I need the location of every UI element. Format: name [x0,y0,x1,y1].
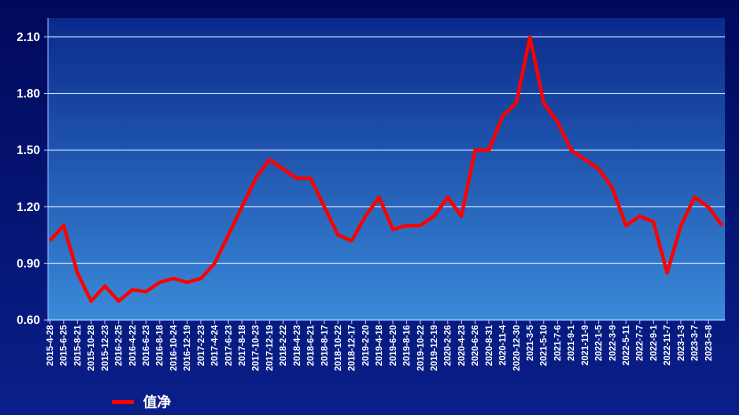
y-tick-label: 0.90 [17,256,41,270]
x-tick-label: 2015-12-23 [100,325,110,371]
y-tick-label: 1.50 [17,143,41,157]
x-tick-label: 2019-10-22 [415,325,425,371]
x-tick-label: 2021-7-6 [552,325,562,361]
x-tick-label: 2022-7-7 [635,325,645,361]
x-tick-label: 2015-8-21 [72,325,82,366]
x-tick-label: 2015-6-25 [59,325,69,366]
x-tick-label: 2016-8-18 [155,325,165,366]
x-tick-label: 2022-1-5 [594,325,604,361]
x-tick-label: 2015-10-28 [86,325,96,371]
x-tick-label: 2018-6-21 [306,325,316,366]
x-tick-label: 2020-8-31 [484,325,494,366]
x-tick-label: 2018-4-23 [292,325,302,366]
x-tick-label: 2017-12-19 [264,325,274,371]
x-tick-label: 2015-4-28 [45,325,55,366]
x-tick-label: 2016-10-24 [168,325,178,371]
x-tick-label: 2023-5-8 [703,325,713,361]
y-tick-label: 1.80 [17,87,41,101]
x-tick-label: 2017-4-24 [210,325,220,366]
x-tick-label: 2021-5-10 [539,325,549,366]
x-tick-label: 2016-2-25 [114,325,124,366]
x-tick-label: 2017-2-23 [196,325,206,366]
x-tick-label: 2023-1-3 [676,325,686,361]
x-tick-label: 2017-10-23 [251,325,261,371]
x-tick-label: 2019-4-18 [374,325,384,366]
x-tick-label: 2020-6-26 [470,325,480,366]
y-tick-label: 1.20 [17,200,41,214]
grid [48,36,725,321]
x-tick-label: 2018-12-17 [347,325,357,371]
x-tick-label: 2019-2-20 [360,325,370,366]
x-tick-label: 2020-12-30 [511,325,521,371]
y-tick-label: 2.10 [17,30,41,44]
x-tick-label: 2016-6-23 [141,325,151,366]
x-tick-label: 2018-2-22 [278,325,288,366]
x-tick-label: 2021-9-1 [566,325,576,361]
x-tick-label: 2022-9-1 [648,325,658,361]
x-tick-label: 2022-3-9 [607,325,617,361]
plot-area [48,18,725,320]
x-tick-label: 2019-8-16 [402,325,412,366]
x-tick-label: 2023-3-7 [690,325,700,361]
x-tick-label: 2021-11-9 [580,325,590,366]
x-tick-label: 2022-11-7 [662,325,672,366]
legend: 值净 [112,394,171,410]
x-tick-label: 2019-6-20 [388,325,398,366]
y-tick-label: 0.60 [17,313,41,327]
labels: 0.60 0.90 1.20 1.50 1.80 2.10 2015-4-28 2015-6-… [17,30,714,371]
marks [48,35,724,303]
legend-label: 值净 [143,394,171,410]
x-tick-label: 2020-11-4 [498,325,508,366]
x-tick-label: 2020-4-23 [456,325,466,366]
x-tick-label: 2017-6-23 [223,325,233,366]
x-tick-label: 2018-10-22 [333,325,343,371]
x-tick-label: 2020-2-26 [443,325,453,366]
series-line [48,35,724,303]
x-tick-label: 2016-12-19 [182,325,192,371]
x-tick-label: 2017-8-18 [237,325,247,366]
x-tick-label: 2022-5-11 [621,325,631,366]
x-tick-label: 2021-3-5 [525,325,535,361]
x-tick-label: 2016-4-22 [127,325,137,366]
x-tick-label: 2019-12-19 [429,325,439,371]
x-tick-label: 2018-8-17 [319,325,329,366]
